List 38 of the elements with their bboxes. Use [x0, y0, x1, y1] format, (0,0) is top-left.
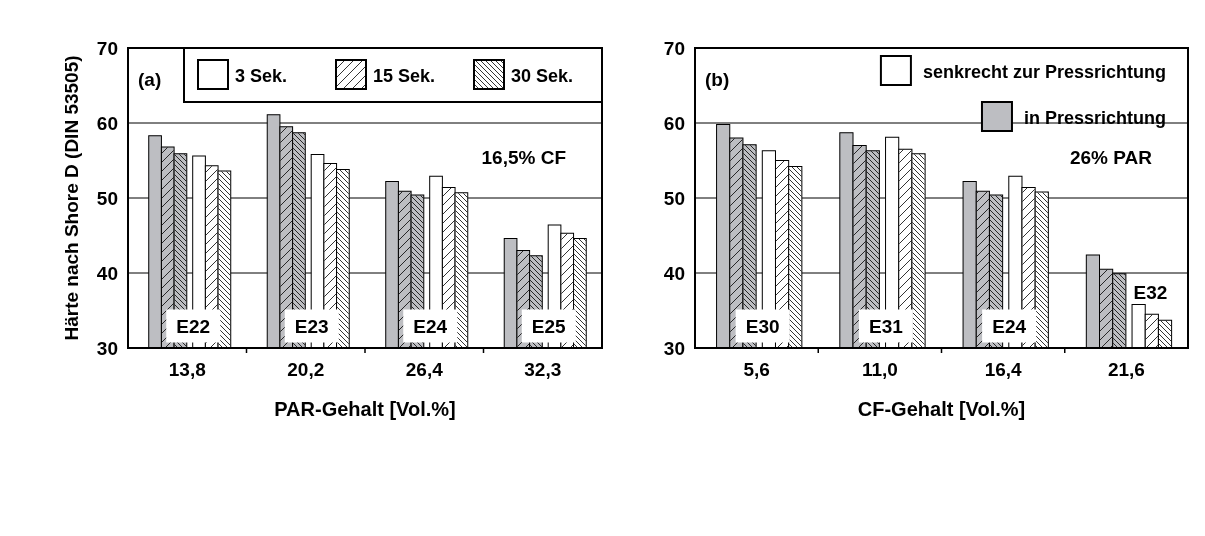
- x-tick-label: 5,6: [743, 359, 770, 380]
- y-tick-label: 70: [663, 38, 685, 59]
- legend-label: 3 Sek.: [235, 66, 288, 86]
- y-tick-label: 60: [96, 113, 118, 134]
- y-tick-label: 50: [663, 188, 685, 209]
- annotation: E24: [992, 315, 1027, 337]
- legend-label: senkrecht zur Pressrichtung: [922, 62, 1166, 82]
- y-tick-label: 40: [663, 263, 685, 284]
- x-tick-label: 20,2: [287, 359, 325, 380]
- annotation: E23: [294, 315, 329, 337]
- x-tick-label: 16,4: [984, 359, 1023, 380]
- annotation: E25: [531, 315, 567, 337]
- annotation: E24: [413, 315, 448, 337]
- x-axis-title: CF-Gehalt [Vol.%]: [857, 398, 1026, 420]
- annotation: (b): [705, 69, 730, 90]
- x-axis-title: PAR-Gehalt [Vol.%]: [274, 398, 456, 420]
- annotation: E30: [745, 315, 780, 337]
- y-tick-label: 30: [663, 338, 685, 359]
- x-tick-label: 13,8: [168, 359, 206, 380]
- annotation: E31: [868, 315, 904, 337]
- x-tick-label: 32,3: [524, 359, 562, 380]
- x-tick-label: 11,0: [861, 359, 898, 380]
- y-tick-label: 70: [96, 38, 118, 59]
- annotation: E22: [176, 315, 211, 337]
- x-tick-label: 21,6: [1107, 359, 1145, 380]
- y-tick-label: 30: [96, 338, 118, 359]
- legend-label: 30 Sek.: [511, 66, 574, 86]
- legend-label: 15 Sek.: [373, 66, 436, 86]
- x-tick-label: 26,4: [405, 359, 444, 380]
- annotation: 26% PAR: [1069, 146, 1153, 168]
- y-tick-label: 40: [96, 263, 118, 284]
- y-tick-label: 50: [96, 188, 118, 209]
- legend-label: in Pressrichtung: [1023, 108, 1166, 128]
- annotation: E32: [1133, 281, 1168, 303]
- y-tick-label: 60: [663, 113, 685, 134]
- annotation: 16,5% CF: [481, 146, 566, 168]
- annotation: (a): [138, 69, 162, 90]
- y-axis-title: Härte nach Shore D (DIN 53505): [61, 55, 82, 341]
